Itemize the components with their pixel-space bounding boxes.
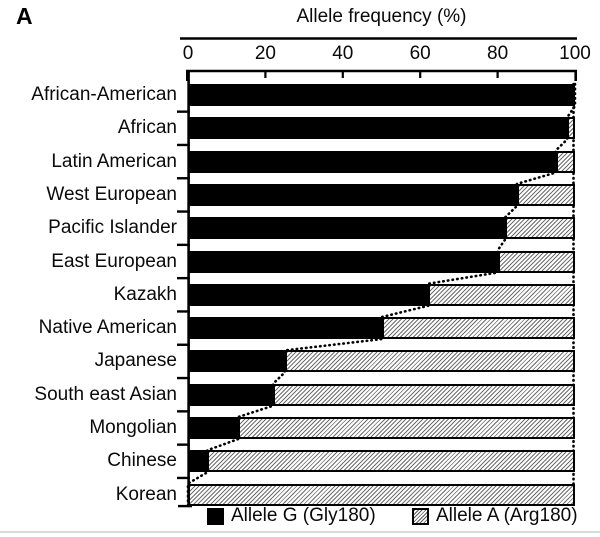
bar-segment-allele-a (516, 183, 575, 206)
category-label: South east Asian (34, 383, 177, 405)
category-label: African-American (31, 84, 177, 105)
bar-segment-allele-a (273, 383, 575, 406)
bar-row (188, 483, 575, 506)
bar-segment-allele-a (284, 350, 575, 373)
bar-segment-allele-a (207, 450, 575, 473)
bar-segment-allele-g (188, 417, 239, 439)
bar-row (188, 183, 575, 206)
bar-row (188, 417, 575, 439)
bar-segment-allele-g (188, 383, 274, 406)
bar-segment-allele-g (188, 150, 556, 173)
bar-segment-allele-g (188, 183, 517, 206)
bar-row (188, 283, 575, 306)
category-label: East European (51, 250, 177, 272)
bar-segment-allele-g (188, 350, 285, 373)
x-tick-label: 40 (332, 43, 354, 64)
bar-row (188, 217, 575, 240)
panel-label: A (16, 3, 33, 29)
bar-row (188, 117, 575, 140)
bar-segment-allele-a (381, 317, 575, 340)
category-label: Pacific Islander (48, 217, 177, 239)
bar-row (188, 317, 575, 340)
x-tick-label: 0 (182, 43, 194, 64)
bar-row (188, 150, 575, 173)
bar-row (188, 450, 575, 473)
bar-segment-allele-g (188, 84, 575, 106)
bar-segment-allele-a (188, 483, 575, 506)
bar-row (188, 84, 575, 106)
legend-swatch-solid-icon (207, 507, 224, 525)
bar-segment-allele-a (567, 117, 575, 140)
chart-title: Allele frequency (%) (296, 6, 467, 27)
category-label: Kazakh (113, 283, 177, 305)
legend-entry: Allele G (Gly180) (207, 505, 376, 527)
category-label: West European (46, 183, 177, 205)
category-label: Korean (115, 483, 177, 505)
category-label: Latin American (51, 150, 177, 172)
bar-segment-allele-a (505, 217, 575, 240)
bar-segment-allele-a (427, 283, 575, 306)
category-label: Chinese (107, 450, 177, 472)
bar-segment-allele-g (188, 450, 208, 473)
legend-entry: Allele A (Arg180) (412, 505, 578, 527)
legend-label: Allele G (Gly180) (231, 505, 376, 526)
page-bottom-border (0, 531, 600, 533)
category-label: Mongolian (89, 417, 177, 438)
bar-segment-allele-g (188, 283, 428, 306)
bar-row (188, 350, 575, 373)
bar-row (188, 383, 575, 406)
bar-segment-allele-a (555, 150, 575, 173)
bar-segment-allele-g (188, 217, 506, 240)
bar-row (188, 250, 575, 273)
x-tick-label: 20 (254, 43, 276, 64)
bar-segment-allele-g (188, 117, 568, 140)
x-tick-label: 100 (559, 43, 591, 64)
bar-segment-allele-a (497, 250, 575, 273)
x-tick-label: 60 (409, 43, 431, 64)
x-tick-label: 80 (487, 43, 509, 64)
legend-swatch-hatched-icon (412, 507, 429, 525)
bar-segment-allele-a (238, 417, 575, 439)
category-label: African (117, 117, 177, 139)
bar-segment-allele-g (188, 317, 382, 340)
category-label: Japanese (94, 350, 177, 372)
legend-label: Allele A (Arg180) (436, 505, 578, 526)
bar-segment-allele-g (188, 250, 498, 273)
category-label: Native American (38, 317, 177, 339)
